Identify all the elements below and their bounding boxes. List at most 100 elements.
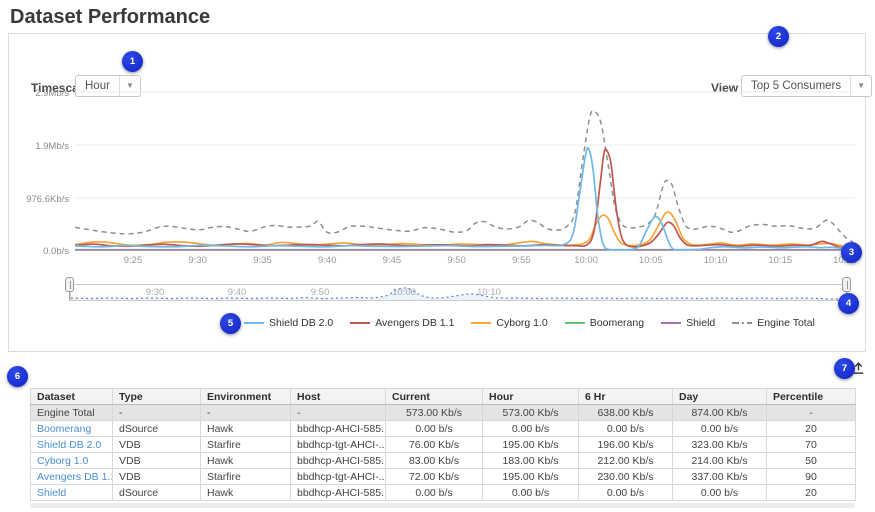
legend-item-avengers-db-1-1[interactable]: Avengers DB 1.1 — [350, 317, 454, 329]
y-axis-tick: 0.0b/s — [43, 246, 69, 257]
table-cell: 874.00 Kb/s — [672, 404, 767, 421]
series-avengers-db-1-1 — [75, 148, 854, 251]
x-axis-tick: 10:15 — [768, 255, 793, 266]
table-cell: 323.00 Kb/s — [672, 436, 767, 453]
brush-axis-tick: 10:00 — [384, 287, 424, 298]
column-header-host: Host — [290, 388, 386, 405]
x-axis-tick: 9:45 — [382, 255, 402, 266]
table-cell: bbdhcp-AHCI-585... — [290, 484, 386, 501]
table-cell: 0.00 b/s — [672, 420, 767, 437]
table-cell: 72.00 Kb/s — [385, 468, 483, 485]
table-cell: 638.00 Kb/s — [578, 404, 673, 421]
legend-swatch-icon — [564, 322, 585, 324]
table-cell: Hawk — [200, 452, 291, 469]
legend-item-engine-total[interactable]: Engine Total — [732, 317, 815, 329]
annotation-badge-6: 6 — [7, 366, 28, 387]
table-cell: Starfire — [200, 436, 291, 453]
table-cell: Cyborg 1.0 — [30, 452, 113, 469]
table-cell: 0.00 b/s — [385, 420, 483, 437]
legend-swatch-icon — [732, 322, 753, 324]
table-cell: 0.00 b/s — [482, 420, 579, 437]
table-cell: 0.00 b/s — [385, 484, 483, 501]
legend-item-shield[interactable]: Shield — [661, 317, 715, 329]
y-axis-tick: 2.9Mb/s — [35, 88, 69, 99]
legend-item-shield-db-2-0[interactable]: Shield DB 2.0 — [244, 317, 333, 329]
brush-axis-tick: 9:30 — [145, 287, 165, 298]
table-cell: Shield — [30, 484, 113, 501]
table-cell: 195.00 Kb/s — [482, 468, 579, 485]
table-cell: - — [112, 404, 201, 421]
series-cyborg-1-0 — [75, 211, 854, 250]
export-icon[interactable] — [851, 360, 866, 375]
table-cell: - — [766, 404, 856, 421]
annotation-badge-4: 4 — [838, 293, 859, 314]
chart-legend: Shield DB 2.0 Avengers DB 1.1 Cyborg 1.0 Bo… — [244, 317, 815, 329]
column-header-6-hr: 6 Hr — [578, 388, 673, 405]
dataset-link[interactable]: Cyborg 1.0 — [37, 454, 89, 467]
table-cell: 195.00 Kb/s — [482, 436, 579, 453]
brush-handle-left[interactable] — [65, 277, 74, 292]
table-cell: 50 — [766, 452, 856, 469]
table-cell: 196.00 Kb/s — [578, 436, 673, 453]
horizontal-scrollbar[interactable] — [30, 503, 855, 508]
x-axis-tick: 9:40 — [317, 255, 337, 266]
dataset-link[interactable]: Shield DB 2.0 — [37, 438, 102, 451]
x-axis-tick: 10:05 — [638, 255, 663, 266]
page-title: Dataset Performance — [10, 6, 211, 28]
timescale-value: Hour — [85, 80, 110, 92]
dataset-link[interactable]: Shield — [37, 486, 67, 499]
table-cell: - — [200, 404, 291, 421]
annotation-badge-3: 3 — [841, 242, 862, 263]
x-axis-tick: 10:10 — [703, 255, 728, 266]
legend-label: Avengers DB 1.1 — [375, 317, 455, 329]
table-cell: 212.00 Kb/s — [578, 452, 673, 469]
legend-item-boomerang[interactable]: Boomerang — [564, 317, 645, 329]
table-cell: 214.00 Kb/s — [672, 452, 767, 469]
y-axis-tick: 976.6Kb/s — [26, 194, 69, 205]
brush-axis-tick: 9:40 — [227, 287, 247, 298]
timeline-brush[interactable]: 9:30 9:40 9:50 10:00 10:10 — [70, 284, 848, 301]
table-cell: dSource — [112, 420, 201, 437]
table-cell: 70 — [766, 436, 856, 453]
table-row: Cyborg 1.0 VDB Hawk bbdhcp-AHCI-585... 83.00… — [30, 452, 856, 469]
brush-handle-right[interactable] — [842, 277, 851, 292]
column-header-hour: Hour — [482, 388, 579, 405]
table-row: Boomerang dSource Hawk bbdhcp-AHCI-585... 0.… — [30, 420, 856, 437]
brush-handle-left-stem — [69, 291, 70, 301]
table-cell: 90 — [766, 468, 856, 485]
view-value: Top 5 Consumers — [751, 80, 842, 92]
x-axis-tick: 9:35 — [253, 255, 272, 266]
dataset-link[interactable]: Boomerang — [37, 422, 92, 435]
table-cell: 83.00 Kb/s — [385, 452, 483, 469]
chevron-down-icon: ▼ — [118, 76, 140, 96]
legend-label: Cyborg 1.0 — [496, 317, 548, 329]
table-cell: bbdhcp-AHCI-585... — [290, 420, 386, 437]
legend-item-cyborg-1-0[interactable]: Cyborg 1.0 — [471, 317, 548, 329]
table-cell: Avengers DB 1.1 — [30, 468, 113, 485]
table-cell: VDB — [112, 468, 201, 485]
timescale-label: Timescale — [31, 81, 89, 95]
table-cell: bbdhcp-AHCI-585... — [290, 452, 386, 469]
annotation-badge-2: 2 — [768, 26, 789, 47]
legend-label: Boomerang — [589, 317, 645, 329]
legend-swatch-icon — [471, 322, 492, 324]
chevron-down-icon: ▼ — [850, 76, 871, 96]
column-header-environment: Environment — [200, 388, 291, 405]
table-cell: 0.00 b/s — [578, 484, 673, 501]
x-axis-tick: 9:25 — [123, 255, 143, 266]
table-cell: 337.00 Kb/s — [672, 468, 767, 485]
legend-swatch-icon — [661, 322, 682, 324]
x-axis-tick: 10:00 — [574, 255, 598, 266]
brush-axis-tick: 9:50 — [310, 287, 330, 298]
dataset-link[interactable]: Avengers DB 1.1 — [37, 470, 113, 483]
table-header-row: Dataset Type Environment Host Current Hour 6 H… — [30, 388, 856, 405]
table-cell: Boomerang — [30, 420, 113, 437]
column-header-percentile: Percentile — [766, 388, 856, 405]
table-row: Engine Total - - -573.00 Kb/s 573.00 Kb/s 638… — [30, 404, 856, 421]
annotation-badge-1: 1 — [122, 51, 143, 72]
table-row: Shield dSource Hawk bbdhcp-AHCI-585... 0.00 … — [30, 484, 856, 501]
table-cell: 76.00 Kb/s — [385, 436, 483, 453]
table-cell: VDB — [112, 436, 201, 453]
annotation-badge-7: 7 — [834, 358, 855, 379]
table-cell: bbdhcp-tgt-AHCI-... — [290, 436, 386, 453]
